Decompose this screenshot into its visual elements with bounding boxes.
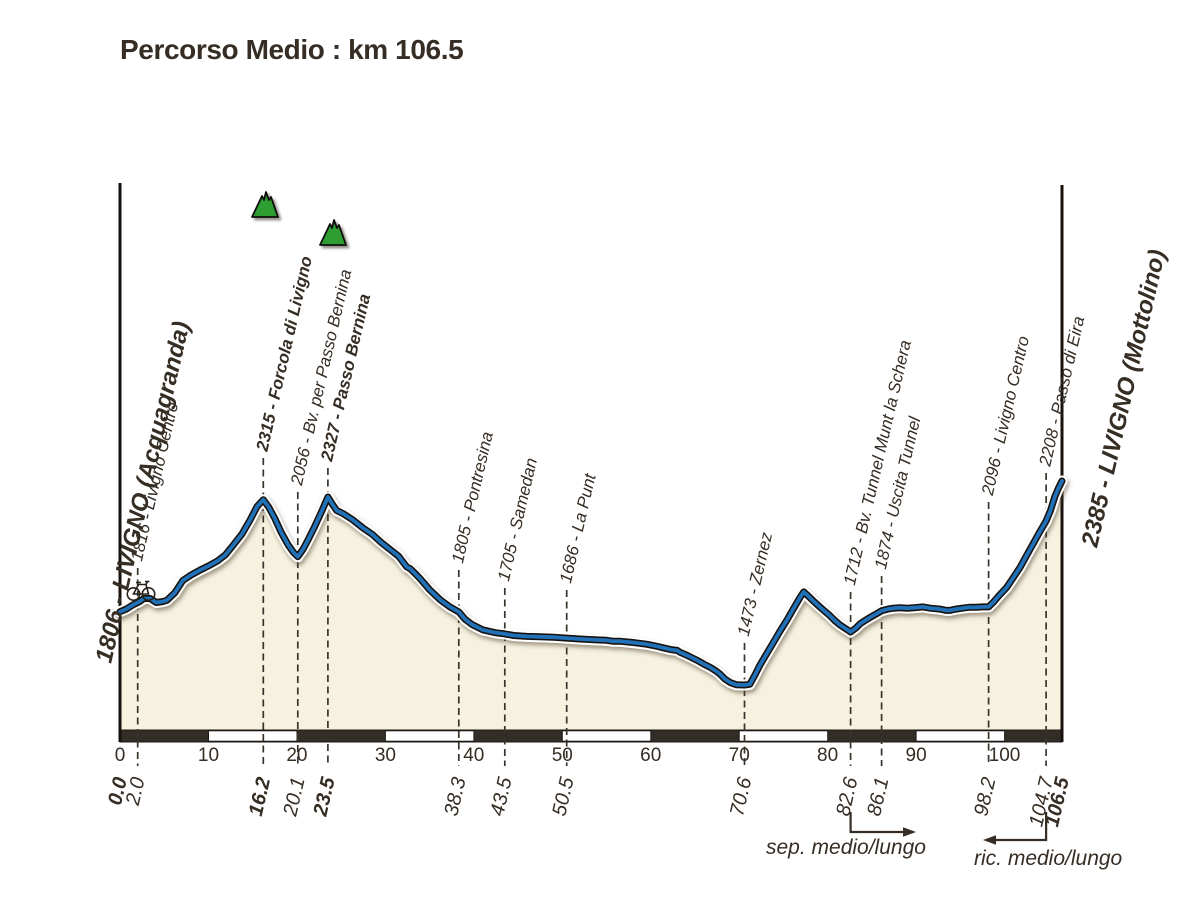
- km-label: 38.3: [440, 775, 470, 818]
- sep-arrow: [849, 812, 905, 834]
- station-label: 2096 - Livigno Centro: [978, 334, 1033, 498]
- axis-tick-label: 10: [198, 745, 219, 766]
- axis-tick-label: 70: [729, 745, 750, 766]
- axis-tick-label: 100: [989, 745, 1021, 766]
- km-label: 20.1: [279, 775, 309, 819]
- km-label: 98.2: [970, 775, 1000, 818]
- station-label: 1473 - Zernez: [734, 530, 776, 638]
- axis-tick-label: 0: [115, 745, 126, 766]
- axis-tick-label: 60: [640, 745, 661, 766]
- km-label: 70.6: [726, 774, 756, 818]
- annotation-ric-medio-lungo: ric. medio/lungo: [974, 847, 1123, 870]
- mountain-icon: [319, 219, 347, 246]
- axis-tick-label: 20: [286, 745, 307, 766]
- axis-bar-light-segment: [208, 730, 298, 742]
- km-label: 82.6: [832, 774, 862, 818]
- axis-tick-label: 40: [463, 745, 484, 766]
- axis-bar-light-segment: [915, 730, 1006, 742]
- station-label: 1686 - La Punt: [556, 471, 600, 585]
- axis-tick-label: 90: [906, 745, 927, 766]
- axis-tick-label: 30: [375, 745, 396, 766]
- axis-bar-light-segment: [561, 730, 652, 742]
- axis-tick-label: 50: [552, 745, 573, 766]
- km-label: 86.1: [863, 775, 893, 818]
- km-label: 16.2: [245, 775, 275, 818]
- axis-tick-label: 80: [817, 745, 838, 766]
- ric-arrow: [994, 812, 1048, 842]
- sep-arrowhead-icon: [903, 827, 916, 837]
- elevation-line: [118, 479, 1064, 687]
- km-label: 43.5: [486, 774, 516, 818]
- km-label: 50.5: [548, 774, 578, 818]
- finish-label: 2385 - LIVIGNO (Mottolino): [1076, 247, 1171, 550]
- annotation-sep-medio-lungo: sep. medio/lungo: [766, 836, 926, 859]
- axis-bar-light-segment: [738, 730, 829, 742]
- mountain-icon: [251, 191, 279, 218]
- ric-arrowhead-icon: [983, 835, 996, 845]
- station-label: 1705 - Samedan: [494, 456, 541, 583]
- page-title: Percorso Medio : km 106.5: [120, 34, 464, 65]
- bicycle-icon: [126, 580, 156, 601]
- axis-bar-light-segment: [384, 730, 475, 742]
- station-label: 1805 - Pontresina: [448, 430, 497, 565]
- km-label: 23.5: [309, 774, 340, 819]
- elevation-area-fill: [120, 481, 1062, 731]
